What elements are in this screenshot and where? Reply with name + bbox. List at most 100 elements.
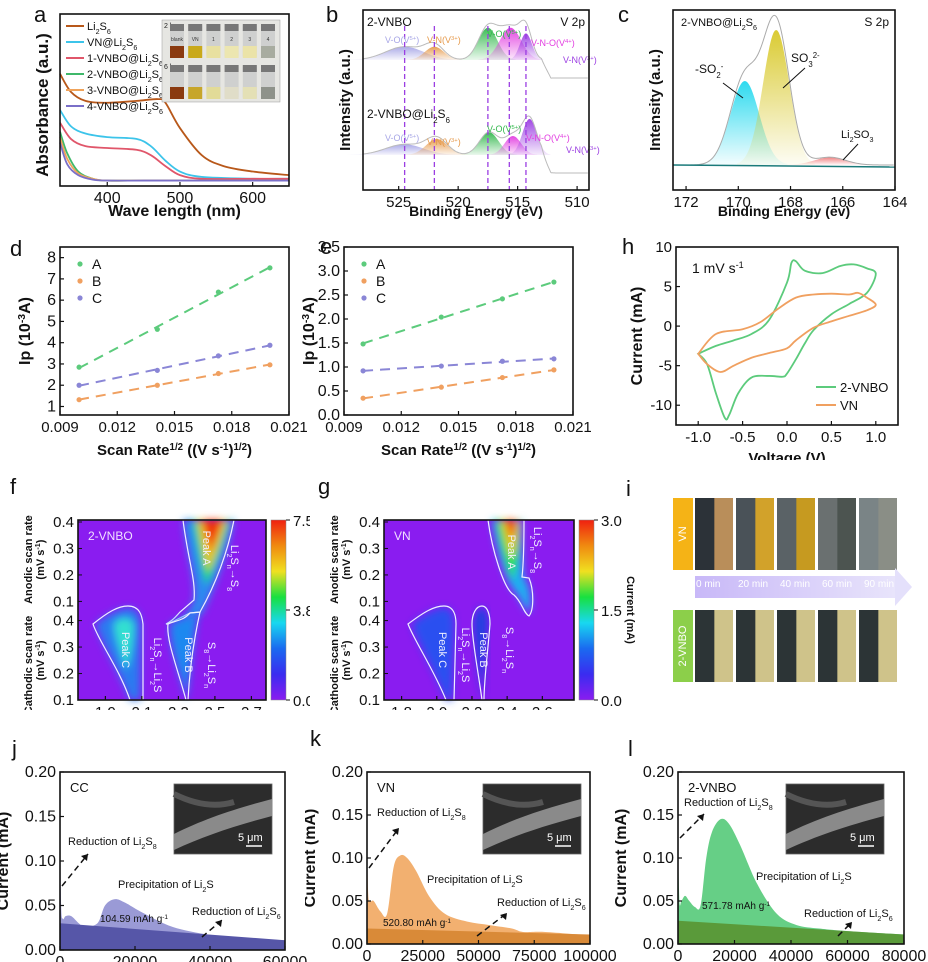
legend-label: A (376, 256, 386, 272)
annotation-arrow (368, 827, 400, 869)
heat-region-peak-c (96, 608, 141, 700)
legend-label: B (376, 273, 385, 289)
reduction-area (678, 920, 904, 944)
colorbar-tick-label: 1.5 (601, 603, 622, 620)
heat-layer (169, 614, 198, 700)
title: S 2p (864, 15, 889, 29)
annotation-arrow (61, 853, 89, 887)
envelope (362, 115, 588, 174)
legend-label: Li2S6 (87, 21, 111, 36)
x-tick-label: 40000 (769, 948, 814, 962)
microscope-image (736, 498, 774, 570)
colorbar-tick-label: 0.0 (601, 693, 622, 710)
panel-label-f: f (10, 474, 17, 499)
vial-cap (261, 65, 275, 72)
scale-bar-label: 5 μm (850, 832, 875, 844)
y-tick-label: -10 (650, 397, 672, 414)
microscope-image (818, 610, 856, 682)
x-tick-label: 0.021 (554, 419, 592, 436)
y-tick-label: 2 (47, 377, 56, 394)
x-tick-label: 2.5 (204, 704, 225, 710)
vial-cap (188, 24, 203, 31)
row-label-2-VNBO: 2-VNBO (673, 610, 693, 682)
peak-label: Li2SO3 (841, 129, 873, 144)
y-tick-label: 0.2 (53, 666, 74, 683)
y-tick-label: 8 (47, 250, 56, 267)
legend-marker (361, 278, 367, 284)
scale-bar-label: 5 μm (547, 832, 572, 844)
arrow-head (845, 922, 852, 929)
panel-label-h: h (622, 234, 635, 259)
x-tick-label: 2.6 (532, 704, 553, 710)
x-axis-label: Binding Energy (eV) (409, 203, 543, 219)
y-tick-label: 0.00 (25, 942, 56, 959)
microscope-image (695, 610, 733, 682)
sem-fiber (786, 799, 884, 850)
legend-label: C (376, 290, 386, 306)
x-tick-label: 2.2 (462, 704, 483, 710)
y-tick-label: 0.4 (53, 514, 74, 531)
annotation-precipitation-li2s: Precipitation of Li2S (118, 879, 214, 894)
panel-label-k: k (310, 726, 321, 751)
x-axis-label: Binding Energy (ev) (718, 203, 850, 219)
panel-i-visual-adsorption: VN 2-VNBO 0 min 20 min 40 min 60 min 90 min (660, 460, 928, 690)
annotation-arrow (679, 813, 705, 839)
fit-line-C (363, 357, 554, 372)
x-tick-label: 510 (565, 194, 590, 211)
x-tick-label: 2.0 (426, 704, 447, 710)
row-label-VN: VN (673, 498, 693, 570)
data-point-A (215, 289, 221, 295)
sample-label: 2-VNBO (88, 529, 133, 543)
data-point-C (438, 363, 444, 369)
chart-e-ip-vs-scanrate: 0.009 0.012 0.015 0.018 0.021 0.0 0.5 1.0 1.5 2.0… (301, 239, 592, 460)
peak-label: V-N(V3+) (427, 35, 461, 45)
y-axis-label-anodic: Anodic scan rate (23, 515, 35, 604)
sample-label: 2-VNBO@Li2S6 (681, 17, 757, 32)
x-tick-label: 0.015 (156, 419, 194, 436)
data-point-B (215, 370, 221, 377)
reaction-label: Li2Sn→S8 (528, 527, 543, 573)
x-tick-label: 2.3 (168, 704, 189, 710)
envelope (672, 14, 894, 166)
panel-label-d: d (10, 236, 23, 261)
arrow-head (500, 913, 507, 920)
x-axis-label: Scan Rate1/2 ((V s-1)1/2) (381, 442, 536, 460)
annotation-reduction-li2s8: Reduction of Li2S8 (684, 797, 773, 812)
data-point-B (360, 395, 366, 401)
sem-fiber-bg (172, 791, 235, 808)
x-tick-label: 0.012 (98, 419, 136, 436)
sem-fiber-bg (784, 791, 847, 808)
y-tick-label: 0.10 (25, 853, 56, 870)
data-point-A (154, 326, 160, 332)
x-tick-label: 60000 (263, 954, 308, 962)
y-tick-label: 0.4 (359, 514, 380, 531)
chart-j-potentiostatic-cc: 02000040000600000.000.050.100.150.20Time… (0, 764, 308, 962)
peak-label: V-N-O(V4+) (526, 133, 570, 143)
vial-label: 1 (212, 37, 215, 43)
y-tick-label: 10 (655, 239, 672, 256)
vial-cap (206, 24, 221, 31)
vial-cap (170, 65, 184, 72)
data-point-C (76, 382, 82, 388)
panel-label-a: a (34, 2, 47, 27)
plot-frame (362, 9, 590, 191)
region-outline-peak-c (407, 605, 457, 701)
chart-d-ip-vs-scanrate: 0.009 0.012 0.015 0.018 0.021 1 2 3 4 5 6 7 8 Scan Ra… (17, 246, 308, 459)
legend-marker (77, 278, 83, 284)
time-label: 90 min (864, 579, 895, 590)
peak-label: V-O(V5+) (385, 133, 419, 143)
data-point-C (267, 342, 273, 348)
time-arrow-head (895, 568, 912, 606)
peak-Li2SO3 (782, 157, 877, 165)
x-tick-label: 0 (363, 948, 372, 962)
vial-cap (242, 65, 257, 72)
legend-marker (361, 295, 367, 301)
fit-line-B (362, 368, 555, 400)
peak-V-N(V3+) (404, 139, 469, 155)
y-tick-label: 6 (47, 292, 56, 309)
data-point-B (76, 397, 82, 403)
peak-a-label: Peak A (200, 531, 212, 567)
reaction-label: Li2Sn→Li2S (456, 628, 471, 683)
chart-g-heatmap-vn: 0.4 0.3 0.2 0.1 0.4 0.3 0.2 0.1 1.8 2.0 2.2 2.4 2.6 V… (329, 513, 636, 710)
y-tick-label: 0 (664, 318, 672, 335)
